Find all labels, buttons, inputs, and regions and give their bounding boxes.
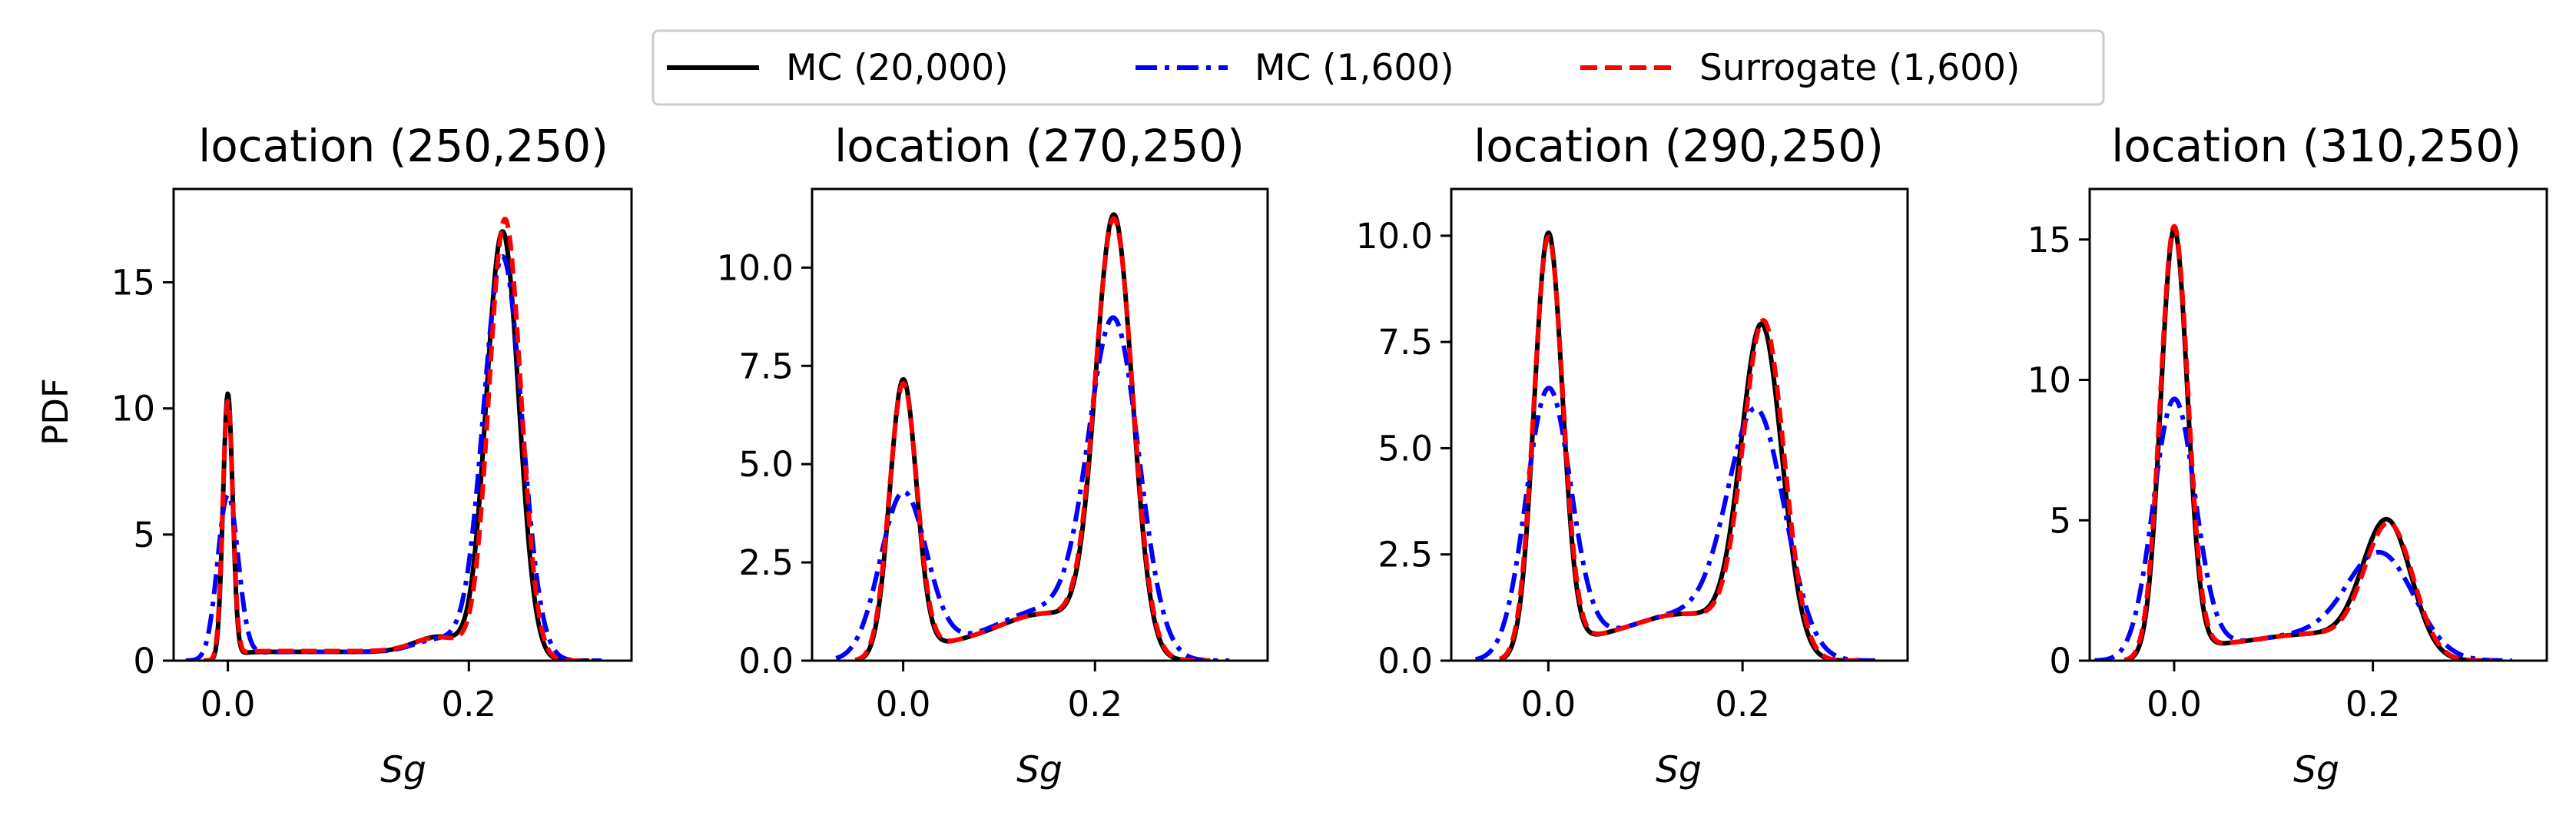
subplot-3-ytick-label: 10.0 [1356,216,1433,257]
subplot-2-series-2-line [834,315,1232,661]
subplot-2-ytick-label: 2.5 [738,542,794,583]
subplot-1-ytick-label: 5 [133,515,155,555]
subplot-4-title: location (310,250) [2111,120,2521,172]
subplot-3-axes-frame [1450,187,1909,662]
subplot-3-series-3-line [1498,234,1861,661]
subplot-1-ytick-label: 0 [133,641,155,681]
subplot-3-ytick-label: 7.5 [1378,322,1433,363]
subplot-4-ytick-label: 15 [2027,220,2071,260]
subplot-1-axes-frame [172,187,633,662]
subplot-1-ytick-label: 10 [111,389,155,429]
subplot-1-ylabel: PDF [35,378,76,446]
legend-label-mc-1600: MC (1,600) [1255,47,1454,89]
subplot-2-xtick-label: 0.0 [876,684,931,724]
subplot-2-ytick-label: 7.5 [738,346,794,386]
subplot-1-series-1-line [202,229,592,661]
subplot-3-xlabel: Sg [1656,749,1702,791]
subplot-3-title: location (290,250) [1474,120,1884,172]
subplot-3-ytick-label: 2.5 [1378,535,1433,575]
subplot-4-xtick-label: 0.0 [2147,684,2202,724]
subplot-3-ytick-label: 0.0 [1378,641,1433,681]
legend-label-surrogate-1600: Surrogate (1,600) [1699,47,2020,89]
subplot-4-series-1-line [2123,227,2494,661]
subplot-4-ytick-label: 0 [2049,641,2071,681]
subplot-1-xtick-label: 0.0 [201,684,256,724]
subplot-1-series-3-line [202,217,592,661]
subplot-3-xtick-label: 0.2 [1715,684,1770,724]
subplot-4-series-3-line [2123,224,2494,661]
subplot-1: location (250,250) PDF Sg 0.0 0.2 0 5 10 15 [35,120,633,791]
subplot-3-ytick-label: 5.0 [1378,428,1433,469]
legend: MC (20,000) MC (1,600) Surrogate (1,600) [651,29,2105,106]
subplot-1-series-2-line [184,254,603,661]
subplot-1-xtick-label: 0.2 [441,684,496,724]
subplot-1-ytick-label: 15 [111,262,155,303]
subplot-2: location (270,250) Sg 0.0 0.2 0.0 2.5 5.0 7.5… [717,120,1269,791]
subplot-2-ytick-label: 5.0 [738,444,794,485]
subplot-2-xtick-label: 0.2 [1067,684,1122,724]
subplot-4-ytick-label: 5 [2049,500,2071,541]
subplot-3-series-2-line [1474,386,1881,661]
subplot-4-ytick-label: 10 [2027,360,2071,401]
subplot-2-xlabel: Sg [1016,749,1063,791]
subplot-2-axes-frame [811,187,1269,662]
subplot-3: location (290,250) Sg 0.0 0.2 0.0 2.5 5.0 7.5… [1356,120,1909,791]
subplot-4: location (310,250) Sg 0.0 0.2 0 5 10 15 [2027,120,2548,791]
subplot-1-xlabel: Sg [380,749,426,791]
subplot-4-xlabel: Sg [2293,749,2339,791]
subplot-3-xtick-label: 0.0 [1521,684,1576,724]
subplot-2-ytick-label: 0.0 [738,641,794,681]
subplot-4-xtick-label: 0.2 [2346,684,2401,724]
subplot-4-axes-frame [2088,187,2548,662]
subplot-2-title: location (270,250) [834,120,1245,172]
subplot-1-title: location (250,250) [198,120,608,172]
subplot-4-series-2-line [2093,396,2514,661]
legend-label-mc-20000: MC (20,000) [786,47,1008,89]
legend-frame [651,29,2105,106]
subplot-2-ytick-label: 10.0 [717,247,794,288]
